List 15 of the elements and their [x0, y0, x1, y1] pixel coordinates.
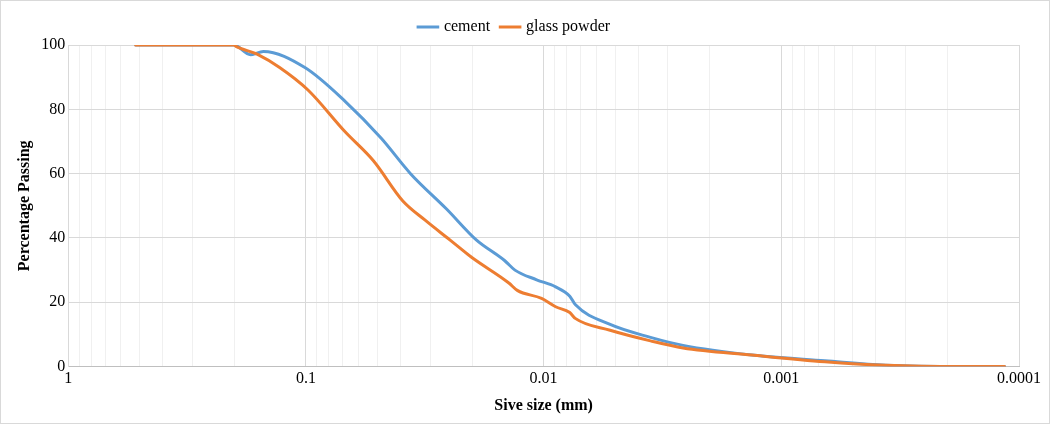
legend-label: glass powder: [526, 17, 611, 36]
y-tick-label: 100: [41, 35, 66, 53]
y-tick-label: 0: [57, 356, 66, 374]
y-tick-label: 20: [49, 292, 66, 310]
legend-label: cement: [443, 17, 491, 35]
x-tick-label: 0.1: [295, 369, 316, 387]
y-tick-label: 60: [49, 163, 66, 181]
y-tick-label: 80: [49, 99, 66, 117]
x-axis-title: Sive size (mm): [494, 395, 593, 414]
y-tick-label: 40: [49, 228, 66, 246]
y-axis-title: Percentage Passing: [14, 140, 33, 272]
x-tick-label: 0.001: [763, 369, 800, 387]
x-tick-label: 0.0001: [997, 369, 1041, 387]
x-tick-label: 0.01: [529, 369, 558, 387]
x-tick-label: 1: [64, 369, 73, 387]
